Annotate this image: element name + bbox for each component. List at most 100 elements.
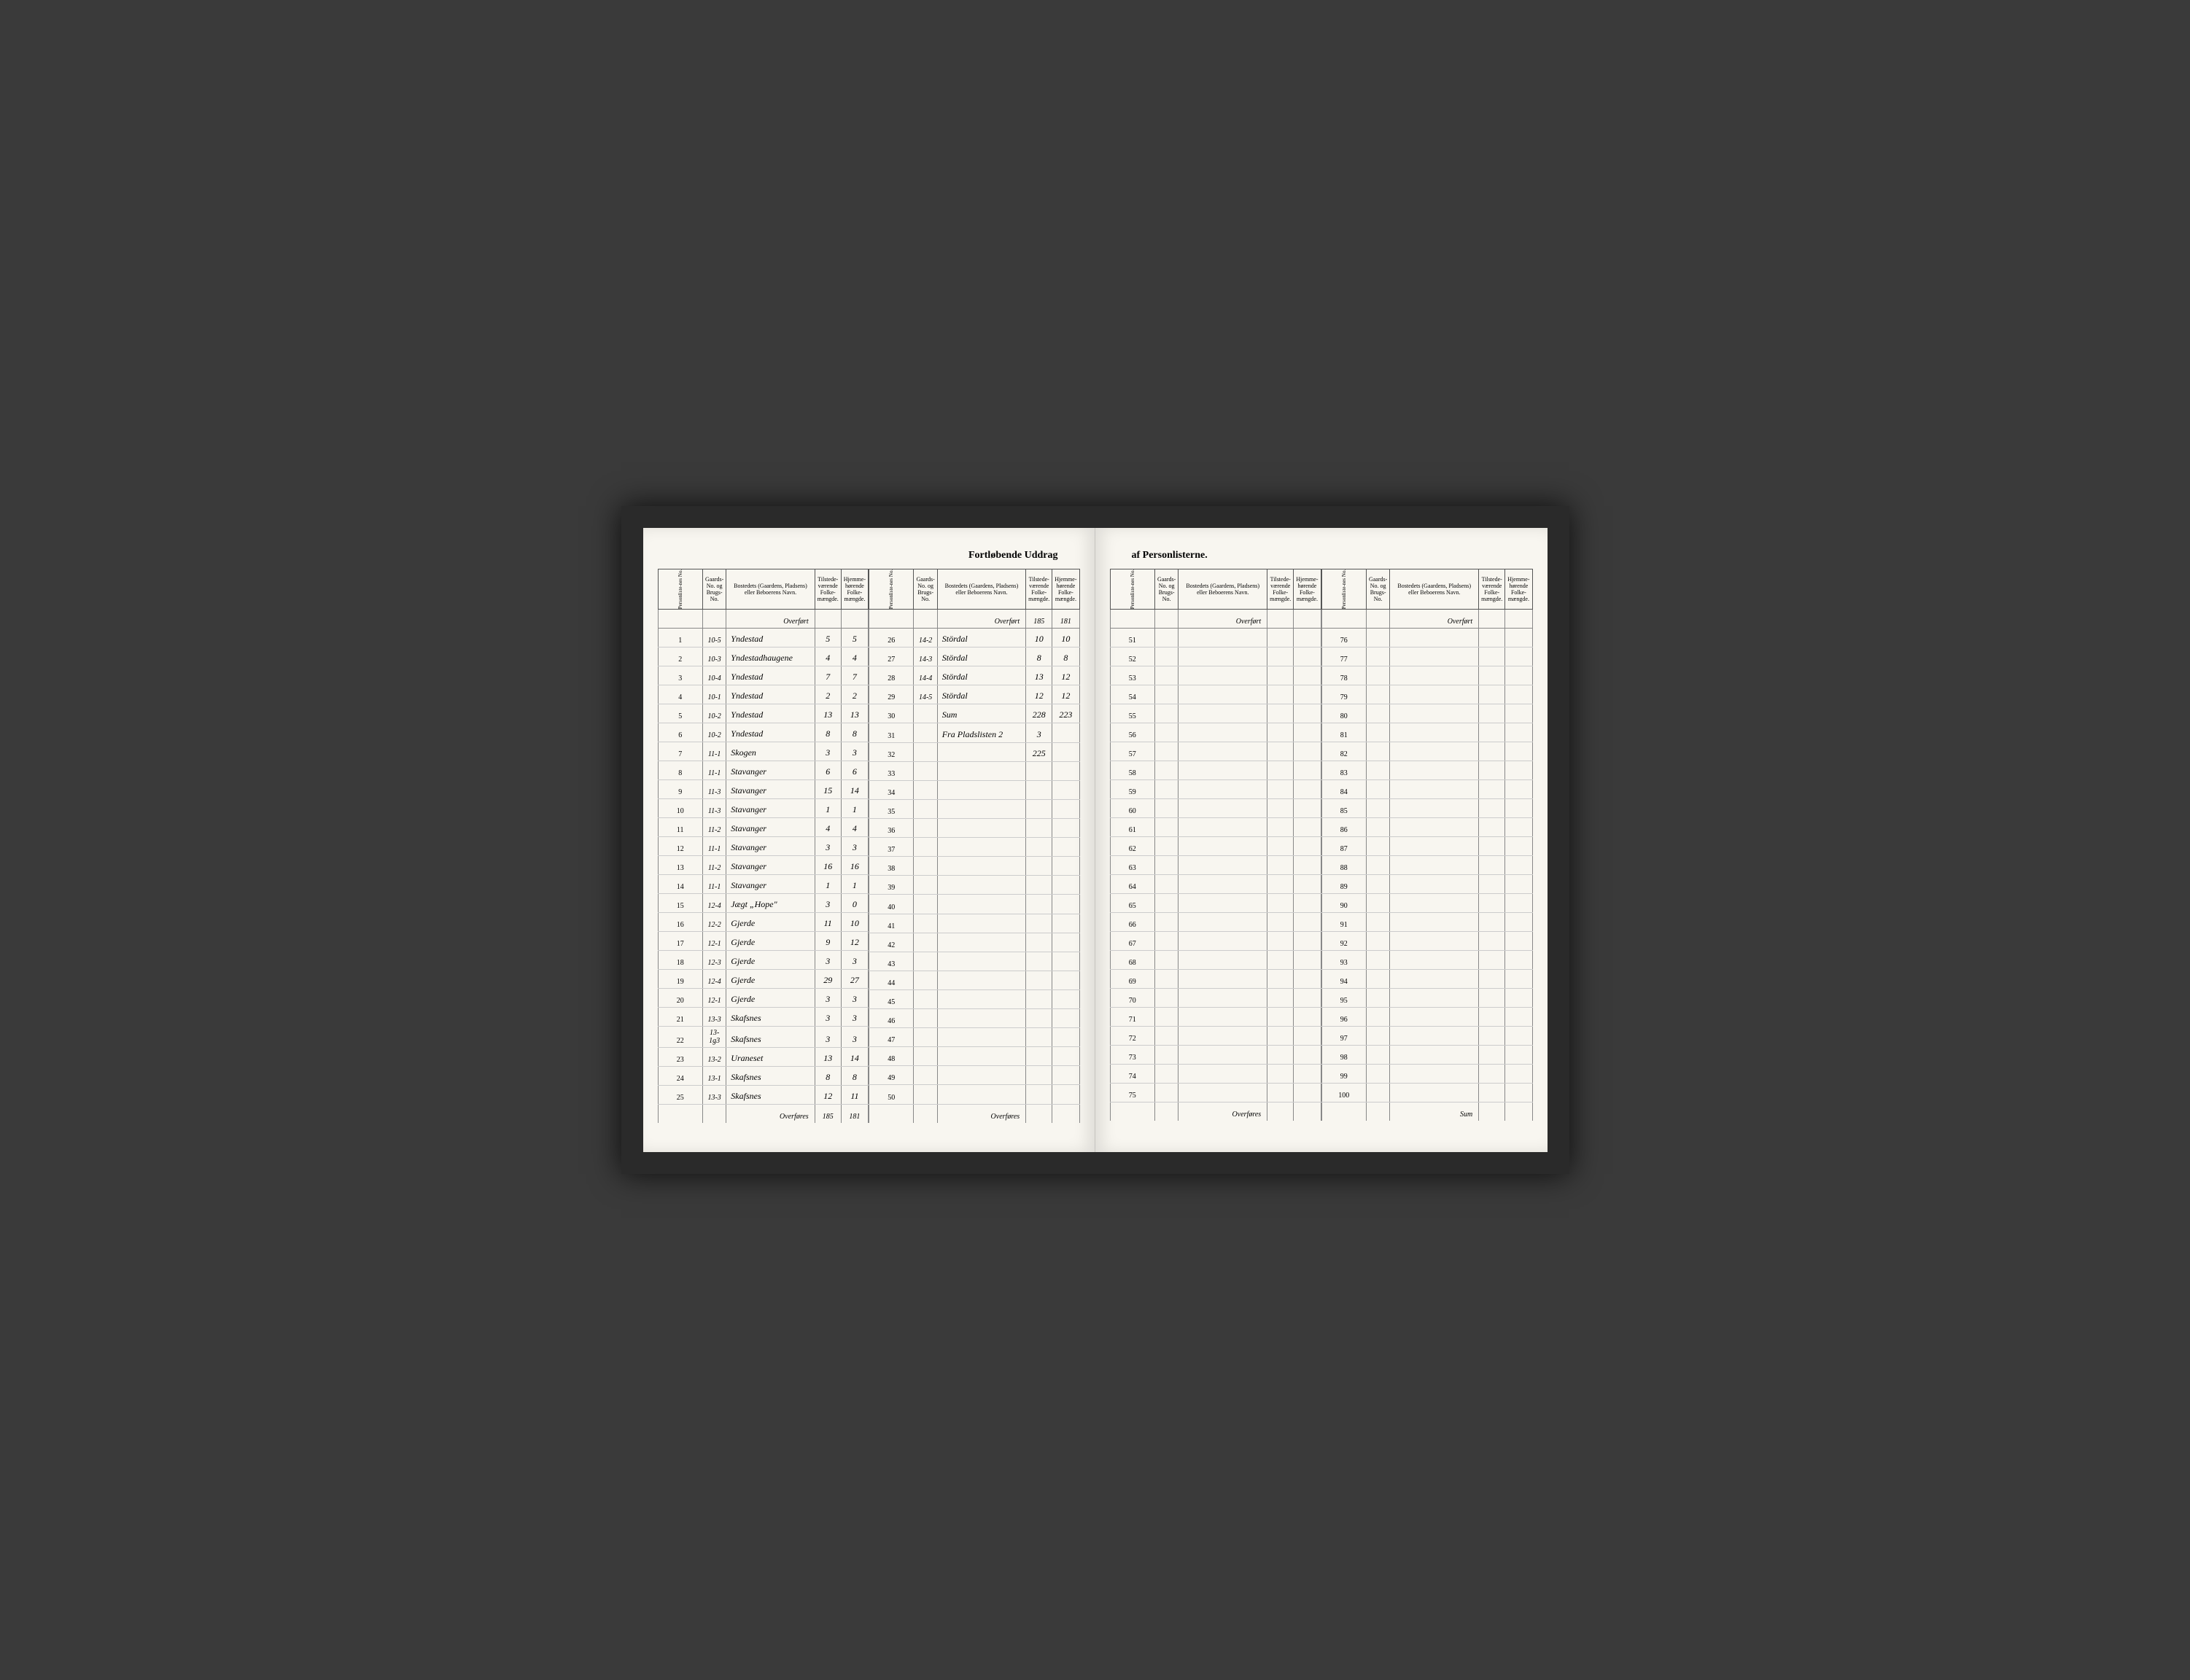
row-number: 8: [658, 761, 702, 779]
row-number: 82: [1321, 742, 1366, 761]
left-page: Fortløbende Uddrag Personliste-nes No. G…: [643, 528, 1095, 1153]
row-number: 70: [1110, 988, 1154, 1007]
hjemme-count: [1294, 1083, 1321, 1102]
row-number: 80: [1321, 704, 1366, 723]
gaards-no: [914, 933, 937, 952]
row-number: 41: [869, 914, 914, 933]
table-row: 811-1Stavanger66: [658, 761, 869, 779]
bosted-name: [937, 952, 1025, 971]
hjemme-count: 12: [1052, 666, 1079, 685]
gaards-no: [1154, 1083, 1178, 1102]
row-number: 76: [1321, 628, 1366, 647]
hjemme-count: [1505, 761, 1532, 779]
row-number: 58: [1110, 761, 1154, 779]
row-number: 96: [1321, 1007, 1366, 1026]
tilstede-count: 2: [815, 685, 841, 704]
gaards-no: [1154, 950, 1178, 969]
gaards-no: [914, 952, 937, 971]
hjemme-count: [1294, 628, 1321, 647]
gaards-no: [914, 1047, 937, 1066]
row-number: 30: [869, 704, 914, 723]
table-row: 45: [869, 989, 1080, 1008]
hjemme-count: 14: [841, 1047, 868, 1066]
tilstede-count: [1267, 1064, 1294, 1083]
row-number: 67: [1110, 931, 1154, 950]
bosted-name: [937, 1066, 1025, 1085]
bosted-name: Stavanger: [726, 817, 815, 836]
bosted-name: [1390, 798, 1479, 817]
tilstede-count: [1479, 761, 1505, 779]
gaards-no: [1366, 969, 1389, 988]
gaards-no: 12-1: [702, 988, 726, 1007]
gaards-no: [1366, 666, 1389, 685]
table-row: 51: [1110, 628, 1321, 647]
footer-tilstede: [1026, 1104, 1052, 1123]
cell-empty: [658, 609, 702, 628]
bosted-name: Stördal: [937, 647, 1025, 666]
tilstede-count: [1479, 874, 1505, 893]
table-row: 911-3Stavanger1514: [658, 779, 869, 798]
bosted-name: Skafsnes: [726, 1085, 815, 1104]
overfort-tilstede: [815, 609, 841, 628]
hjemme-count: [1052, 761, 1079, 780]
gaards-no: 11-2: [702, 855, 726, 874]
hjemme-count: [1052, 1066, 1079, 1085]
table-row: 43: [869, 952, 1080, 971]
table-row: 110-5Yndestad55: [658, 628, 869, 647]
bosted-name: [1390, 1045, 1479, 1064]
hjemme-count: [1052, 723, 1079, 742]
table-row: 100: [1321, 1083, 1532, 1102]
gaards-no: [1366, 1064, 1389, 1083]
bosted-name: Yndestadhaugene: [726, 647, 815, 666]
row-number: 11: [658, 817, 702, 836]
table-row: 81: [1321, 723, 1532, 742]
tilstede-count: [1267, 931, 1294, 950]
hjemme-count: [1052, 1028, 1079, 1047]
table-row: 39: [869, 876, 1080, 895]
bosted-name: [1179, 779, 1267, 798]
hjemme-count: [1294, 647, 1321, 666]
bosted-name: Stavanger: [726, 761, 815, 779]
row-number: 6: [658, 723, 702, 742]
hjemme-count: [1052, 989, 1079, 1008]
tilstede-count: 12: [815, 1085, 841, 1104]
bosted-name: [937, 895, 1025, 914]
hjemme-count: 13: [841, 704, 868, 723]
hjemme-count: [1505, 1083, 1532, 1102]
tilstede-count: [1267, 704, 1294, 723]
hjemme-count: 1: [841, 874, 868, 893]
gaards-no: 14-4: [914, 666, 937, 685]
footer-hjemme: [1505, 1102, 1532, 1121]
table-row: 50: [869, 1085, 1080, 1104]
table-row: 1011-3Stavanger11: [658, 798, 869, 817]
gaards-no: [914, 989, 937, 1008]
gaards-no: [914, 895, 937, 914]
table-row: 94: [1321, 969, 1532, 988]
row-number: 95: [1321, 988, 1366, 1007]
hjemme-count: [1294, 742, 1321, 761]
hjemme-count: 11: [841, 1085, 868, 1104]
hjemme-count: [1052, 780, 1079, 799]
table-row: 85: [1321, 798, 1532, 817]
table-row: 1712-1Gjerde912: [658, 931, 869, 950]
hjemme-count: [1294, 988, 1321, 1007]
hjemme-count: [1052, 1009, 1079, 1028]
hjemme-count: 4: [841, 817, 868, 836]
bosted-name: [937, 971, 1025, 989]
row-number: 90: [1321, 893, 1366, 912]
bosted-name: [1390, 950, 1479, 969]
gaards-no: [1154, 798, 1178, 817]
row-number: 35: [869, 799, 914, 818]
bosted-name: Skogen: [726, 742, 815, 761]
hjemme-count: [1052, 914, 1079, 933]
cell-empty: [1321, 609, 1366, 628]
table-row: 87: [1321, 836, 1532, 855]
hjemme-count: [1294, 1064, 1321, 1083]
gaards-no: 13-3: [702, 1085, 726, 1104]
gaards-no: [1154, 893, 1178, 912]
bosted-name: [1390, 723, 1479, 742]
gaards-no: 13-2: [702, 1047, 726, 1066]
bosted-name: [1390, 742, 1479, 761]
cell-empty: [702, 609, 726, 628]
hjemme-count: [1052, 838, 1079, 857]
